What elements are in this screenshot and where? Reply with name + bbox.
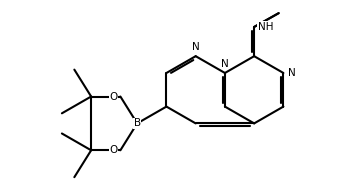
- Text: O: O: [110, 145, 118, 155]
- Text: N: N: [192, 42, 200, 52]
- Text: B: B: [134, 118, 141, 128]
- Text: NH: NH: [258, 22, 273, 32]
- Text: N: N: [288, 68, 296, 78]
- Text: NH: NH: [258, 22, 274, 32]
- Text: O: O: [110, 91, 118, 101]
- Text: N: N: [221, 59, 229, 69]
